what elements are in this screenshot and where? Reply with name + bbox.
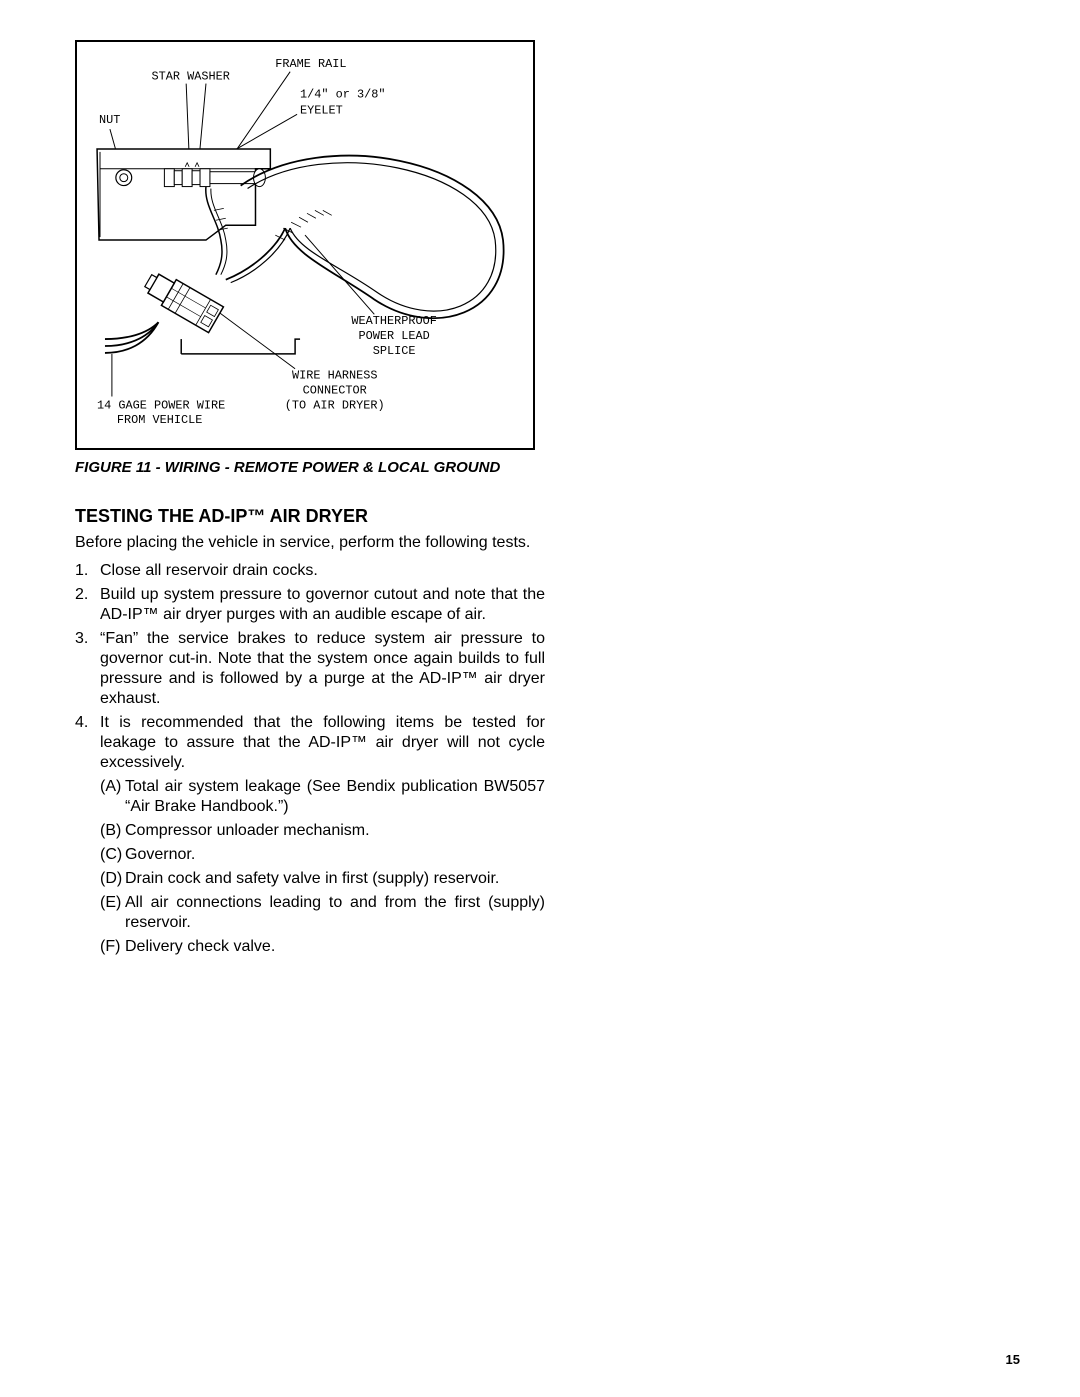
sub-marker: (D) [100, 869, 122, 889]
sub-marker: (A) [100, 777, 121, 797]
sub-marker: (F) [100, 937, 120, 957]
test-text: Build up system pressure to governor cut… [100, 586, 545, 623]
label-nut: NUT [99, 113, 120, 127]
sub-item: (F) Delivery check valve. [100, 937, 545, 957]
list-item: “Fan” the service brakes to reduce syste… [75, 629, 545, 709]
label-eyelet-1: 1/4" or 3/8" [300, 87, 386, 101]
intro-paragraph: Before placing the vehicle in service, p… [75, 533, 545, 553]
section-heading: TESTING THE AD-IP™ AIR DRYER [75, 506, 1005, 527]
label-power-lead: POWER LEAD [358, 329, 429, 343]
label-gage-wire: 14 GAGE POWER WIRE [97, 398, 225, 412]
wiring-diagram-svg: FRAME RAIL STAR WASHER 1/4" or 3/8" EYEL… [77, 42, 533, 448]
label-splice: SPLICE [373, 344, 416, 358]
sub-marker: (B) [100, 821, 121, 841]
sub-item: (A)Total air system leakage (See Bendix … [100, 777, 545, 817]
list-item: It is recommended that the following ite… [75, 713, 545, 957]
sub-text: Drain cock and safety valve in first (su… [125, 870, 499, 887]
label-wire-harness: WIRE HARNESS [292, 369, 378, 383]
sub-text: Delivery check valve. [125, 938, 275, 955]
list-item: Build up system pressure to governor cut… [75, 585, 545, 625]
leakage-sublist: (A)Total air system leakage (See Bendix … [100, 777, 545, 957]
page-number: 15 [1006, 1352, 1020, 1367]
list-item: Close all reservoir drain cocks. [75, 561, 545, 581]
sub-item: (B)Compressor unloader mechanism. [100, 821, 545, 841]
test-text: Close all reservoir drain cocks. [100, 562, 318, 579]
test-text: “Fan” the service brakes to reduce syste… [100, 630, 545, 707]
sub-text: Governor. [125, 846, 195, 863]
label-eyelet-2: EYELET [300, 103, 343, 117]
sub-marker: (E) [100, 893, 121, 913]
sub-item: (D)Drain cock and safety valve in first … [100, 869, 545, 889]
label-connector: CONNECTOR [303, 384, 367, 398]
test-text: It is recommended that the following ite… [100, 714, 545, 771]
test-procedure-list: Close all reservoir drain cocks. Build u… [75, 561, 545, 957]
sub-text: Total air system leakage (See Bendix pub… [125, 778, 545, 815]
label-from-vehicle: FROM VEHICLE [117, 413, 203, 427]
sub-item: (E)All air connections leading to and fr… [100, 893, 545, 933]
figure-caption: FIGURE 11 - WIRING - REMOTE POWER & LOCA… [75, 458, 515, 478]
label-frame-rail: FRAME RAIL [275, 57, 346, 71]
sub-text: All air connections leading to and from … [125, 894, 545, 931]
label-weatherproof: WEATHERPROOF [351, 314, 437, 328]
wiring-diagram-figure: FRAME RAIL STAR WASHER 1/4" or 3/8" EYEL… [75, 40, 535, 450]
label-to-air-dryer: (TO AIR DRYER) [285, 398, 385, 412]
sub-text: Compressor unloader mechanism. [125, 822, 370, 839]
label-star-washer: STAR WASHER [152, 70, 230, 84]
sub-marker: (C) [100, 845, 122, 865]
sub-item: (C)Governor. [100, 845, 545, 865]
